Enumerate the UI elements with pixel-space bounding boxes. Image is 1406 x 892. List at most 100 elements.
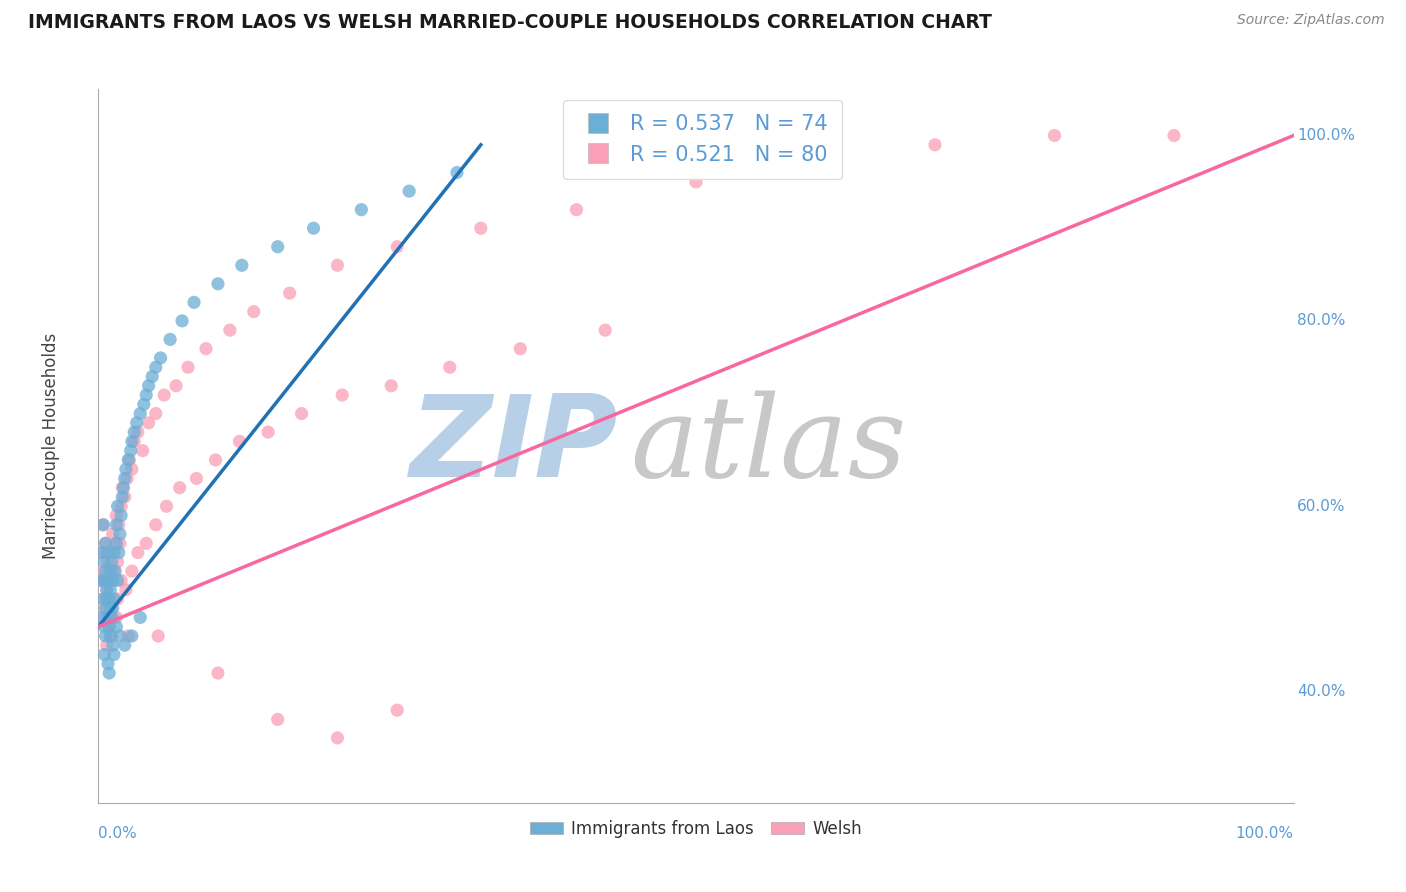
- Point: [98, 610, 122, 624]
- Point: [924, 137, 946, 152]
- Point: [90, 574, 112, 588]
- Point: [509, 342, 531, 356]
- Point: [267, 712, 290, 726]
- Point: [155, 500, 177, 514]
- Point: [94, 536, 117, 550]
- Point: [105, 536, 128, 550]
- Point: [115, 471, 138, 485]
- Text: 100.0%: 100.0%: [1236, 826, 1294, 841]
- Point: [94, 564, 117, 578]
- Point: [228, 434, 250, 449]
- Point: [91, 610, 114, 624]
- Point: [100, 610, 122, 624]
- Point: [101, 527, 124, 541]
- Point: [117, 453, 139, 467]
- Point: [98, 574, 122, 588]
- Point: [219, 323, 242, 337]
- Point: [135, 388, 157, 402]
- Point: [398, 184, 420, 198]
- Point: [135, 536, 157, 550]
- Point: [107, 574, 129, 588]
- Point: [93, 574, 115, 588]
- Point: [138, 378, 160, 392]
- Point: [97, 591, 120, 606]
- Point: [385, 240, 409, 254]
- Text: atlas: atlas: [630, 391, 907, 501]
- Point: [93, 564, 115, 578]
- Point: [91, 517, 114, 532]
- Point: [98, 564, 121, 578]
- Point: [132, 397, 155, 411]
- Point: [330, 388, 353, 402]
- Point: [94, 601, 117, 615]
- Point: [1163, 128, 1185, 143]
- Legend: Immigrants from Laos, Welsh: Immigrants from Laos, Welsh: [523, 814, 869, 845]
- Point: [380, 378, 402, 392]
- Point: [121, 434, 143, 449]
- Point: [1043, 128, 1066, 143]
- Point: [90, 545, 112, 559]
- Point: [291, 407, 314, 421]
- Point: [120, 443, 142, 458]
- Point: [105, 508, 128, 523]
- Point: [121, 564, 143, 578]
- Point: [107, 500, 129, 514]
- Point: [108, 536, 131, 550]
- Point: [129, 610, 152, 624]
- Point: [104, 536, 127, 550]
- Point: [98, 545, 122, 559]
- Point: [105, 610, 128, 624]
- Text: 0.0%: 0.0%: [98, 826, 138, 841]
- Point: [117, 629, 139, 643]
- Point: [141, 369, 163, 384]
- Point: [129, 407, 152, 421]
- Point: [446, 166, 468, 180]
- Point: [124, 425, 146, 439]
- Point: [127, 425, 149, 439]
- Point: [100, 555, 122, 569]
- Point: [108, 629, 131, 643]
- Point: [107, 517, 129, 532]
- Point: [565, 202, 588, 217]
- Point: [350, 202, 373, 217]
- Point: [148, 629, 170, 643]
- Text: Married-couple Households: Married-couple Households: [42, 333, 59, 559]
- Point: [98, 620, 121, 634]
- Point: [207, 277, 229, 291]
- Point: [94, 629, 117, 643]
- Text: 60.0%: 60.0%: [1298, 499, 1346, 514]
- Text: 100.0%: 100.0%: [1298, 128, 1355, 143]
- Point: [804, 156, 827, 170]
- Point: [112, 481, 135, 495]
- Point: [104, 564, 127, 578]
- Point: [98, 601, 122, 615]
- Point: [98, 666, 121, 681]
- Point: [91, 545, 114, 559]
- Point: [108, 527, 131, 541]
- Point: [115, 582, 138, 597]
- Point: [257, 425, 280, 439]
- Text: 80.0%: 80.0%: [1298, 313, 1346, 328]
- Point: [107, 591, 129, 606]
- Point: [91, 591, 114, 606]
- Point: [145, 407, 167, 421]
- Point: [207, 666, 229, 681]
- Point: [183, 295, 205, 310]
- Point: [121, 629, 143, 643]
- Point: [470, 221, 492, 235]
- Point: [121, 462, 143, 476]
- Point: [127, 545, 149, 559]
- Point: [98, 620, 121, 634]
- Point: [93, 574, 115, 588]
- Point: [97, 545, 120, 559]
- Point: [385, 703, 409, 717]
- Text: ZIP: ZIP: [409, 391, 619, 501]
- Point: [94, 536, 117, 550]
- Point: [169, 481, 191, 495]
- Point: [243, 304, 266, 318]
- Point: [138, 416, 160, 430]
- Point: [91, 610, 114, 624]
- Point: [685, 175, 707, 189]
- Point: [177, 360, 200, 375]
- Point: [439, 360, 461, 375]
